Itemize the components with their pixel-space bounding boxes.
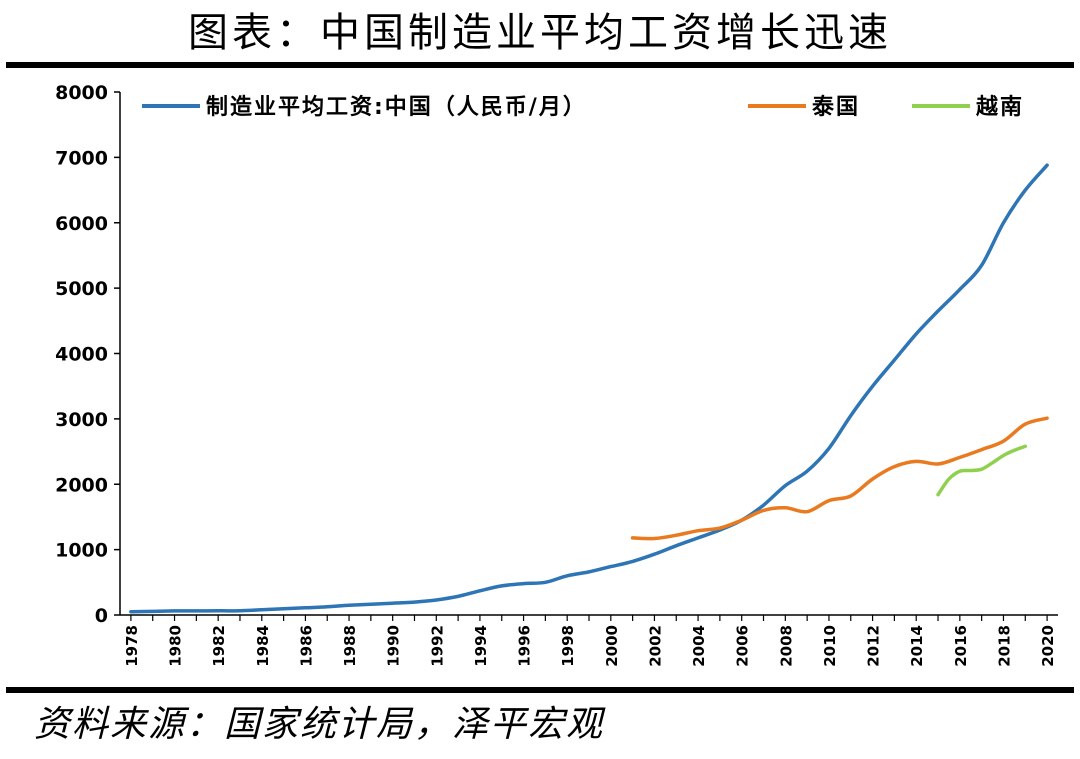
x-tick-label: 2002 <box>646 625 664 667</box>
legend-label: 制造业平均工资:中国（人民币/月） <box>206 94 587 120</box>
series-layer <box>129 163 1049 614</box>
y-tick-label: 7000 <box>55 147 108 169</box>
x-tick-label: 2012 <box>865 625 883 667</box>
x-tick-label: 1994 <box>472 625 490 667</box>
chart-legend: 制造业平均工资:中国（人民币/月） 泰国 越南 <box>142 94 1024 120</box>
x-tick-label: 2016 <box>952 625 970 667</box>
x-tick-label: 2006 <box>734 625 752 667</box>
page-title: 图表：中国制造业平均工资增长迅速 <box>188 10 892 56</box>
x-tick-label: 1992 <box>428 625 446 667</box>
legend-thailand: 泰国 <box>748 95 860 120</box>
x-tick-label: 2014 <box>908 625 926 667</box>
x-tick-label: 1986 <box>297 625 315 667</box>
x-tick-label: 2010 <box>821 625 839 667</box>
y-tick-label: 5000 <box>55 278 108 300</box>
legend-china: 制造业平均工资:中国（人民币/月） <box>142 94 587 120</box>
bottom-divider <box>6 687 1074 693</box>
x-tick-label: 1988 <box>341 625 359 667</box>
x-tick-label: 1978 <box>123 625 141 667</box>
top-divider <box>6 62 1074 68</box>
x-tick-label: 1984 <box>254 625 272 667</box>
y-tick-label: 1000 <box>55 540 108 562</box>
y-tick-label: 8000 <box>55 82 108 104</box>
x-tick-label: 2000 <box>603 625 621 667</box>
source-note: 资料来源：国家统计局，泽平宏观 <box>34 704 605 745</box>
y-tick-label: 2000 <box>55 474 108 496</box>
x-tick-label: 2008 <box>777 625 795 667</box>
x-tick-label: 2020 <box>1039 625 1057 667</box>
legend-label: 越南 <box>975 95 1024 120</box>
series-line-china <box>129 163 1049 614</box>
y-tick-label: 3000 <box>55 409 108 431</box>
chart-axes: 0 1000 2000 3000 4000 5000 6000 7000 8000 1978 198… <box>55 82 1058 667</box>
series-line-thailand <box>630 416 1049 541</box>
x-tick-label: 1998 <box>559 625 577 667</box>
x-tick-label: 1990 <box>385 625 403 667</box>
x-tick-label: 2018 <box>995 625 1013 667</box>
x-tick-label: 1980 <box>167 625 185 667</box>
y-tick-label: 4000 <box>55 344 108 366</box>
x-tick-label: 1982 <box>210 625 228 667</box>
legend-vietnam: 越南 <box>912 95 1024 120</box>
x-tick-label: 1996 <box>516 625 534 667</box>
line-chart: 0 1000 2000 3000 4000 5000 6000 7000 8000 1978 198… <box>55 82 1058 667</box>
legend-label: 泰国 <box>811 95 860 120</box>
y-tick-label: 0 <box>95 605 108 627</box>
series-line-vietnam <box>936 444 1028 497</box>
x-tick-label: 2004 <box>690 625 708 667</box>
y-tick-label: 6000 <box>55 213 108 235</box>
